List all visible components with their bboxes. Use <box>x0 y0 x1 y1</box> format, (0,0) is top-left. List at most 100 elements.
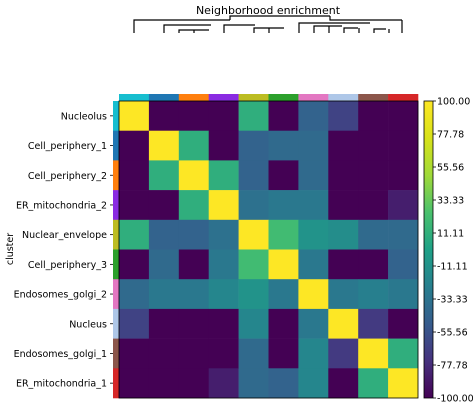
heatmap-cell <box>298 338 329 369</box>
heatmap-cell <box>328 368 359 399</box>
dendrogram-branch <box>223 24 255 33</box>
heatmap-cell <box>328 101 359 131</box>
heatmap-cell <box>388 249 419 280</box>
heatmap-cell <box>238 130 269 161</box>
column-dendrogram <box>133 15 403 33</box>
column-cluster-color <box>388 94 419 101</box>
column-cluster-color <box>358 94 389 101</box>
heatmap-cell <box>358 190 389 221</box>
heatmap-cell <box>388 368 419 399</box>
colorbar-tick-label: 33.33 <box>437 196 464 207</box>
heatmap-cell <box>148 368 180 399</box>
heatmap-cell <box>208 249 239 280</box>
column-cluster-color <box>178 94 209 101</box>
heatmap-cell <box>148 101 180 131</box>
colorbar-tick-label: -100.00 <box>437 394 474 405</box>
heatmap-cell <box>178 338 209 369</box>
heatmap-cell <box>178 130 209 161</box>
heatmap-cell <box>358 279 389 310</box>
row-label: ER_mitochondria_2 <box>16 200 107 211</box>
heatmap-cell <box>268 130 299 161</box>
heatmap-cell <box>148 338 180 369</box>
dendrogram-branch <box>298 22 370 33</box>
column-cluster-color <box>208 94 239 101</box>
heatmap-cell <box>268 249 299 280</box>
heatmap-cell <box>358 368 389 399</box>
heatmap-frame <box>118 100 419 399</box>
heatmap-cell <box>388 190 419 221</box>
colorbar-tick-label: 100.00 <box>437 97 470 108</box>
row-label: ER_mitochondria_1 <box>16 379 107 390</box>
row-cluster-color <box>113 368 119 399</box>
heatmap-cell <box>178 160 209 191</box>
dendrogram-branch <box>373 28 386 33</box>
heatmap-cell <box>298 101 329 131</box>
heatmap-cell <box>388 160 419 191</box>
row-label: Nucleolus <box>61 111 107 122</box>
heatmap-cell <box>238 338 269 369</box>
heatmap-cell <box>388 219 419 250</box>
heatmap-cell <box>328 308 359 339</box>
heatmap-cell <box>119 101 150 131</box>
heatmap-cell <box>178 219 209 250</box>
column-cluster-color <box>298 94 329 101</box>
row-cluster-color <box>113 190 119 221</box>
heatmap-cell <box>119 249 150 280</box>
heatmap-cell <box>208 190 239 221</box>
row-cluster-color <box>113 160 119 191</box>
heatmap-cell <box>148 279 180 310</box>
dendrogram-branch <box>133 19 230 33</box>
heatmap-cell <box>298 368 329 399</box>
heatmap-cell <box>388 338 419 369</box>
heatmap-cell <box>208 101 239 131</box>
row-label: Endosomes_golgi_2 <box>14 290 107 301</box>
heatmap-cell <box>298 308 329 339</box>
heatmap-cell <box>358 130 389 161</box>
dendrogram-branch <box>313 25 342 33</box>
dendrogram-branch <box>253 27 284 33</box>
column-cluster-color <box>238 94 269 101</box>
heatmap-cell <box>328 279 359 310</box>
colorbar-tick-label: 55.56 <box>437 163 464 174</box>
column-cluster-color <box>268 94 299 101</box>
heatmap-cell <box>298 130 329 161</box>
heatmap-cell <box>119 338 150 369</box>
heatmap-cell <box>268 368 299 399</box>
row-label: Nuclear_envelope <box>22 230 107 241</box>
row-cluster-color <box>113 338 119 369</box>
heatmap-cell <box>208 338 239 369</box>
heatmap-cell <box>119 219 150 250</box>
colorbar-tick-label: -77.78 <box>437 361 468 372</box>
heatmap-cell <box>268 160 299 191</box>
heatmap-cell <box>178 249 209 280</box>
colorbar-ticks: 100.00 77.78 55.56 33.33 11.11 -11.11 -33.33 -5… <box>433 97 474 405</box>
heatmap-cell <box>178 101 209 131</box>
dendrogram-branch <box>329 16 402 21</box>
heatmap-cell <box>148 130 180 161</box>
colorbar-tick-label: -11.11 <box>437 262 468 273</box>
heatmap-cell <box>328 190 359 221</box>
row-labels: Nucleolus Cell_periphery_1 Cell_periphery_… <box>14 111 113 390</box>
dendrogram-branch <box>343 27 358 33</box>
heatmap-cell <box>208 160 239 191</box>
heatmap-cell <box>119 368 150 399</box>
heatmap-cell <box>208 219 239 250</box>
column-cluster-color <box>328 94 359 101</box>
heatmap-cell <box>388 101 419 131</box>
heatmap-cell <box>178 308 209 339</box>
heatmap-cell <box>298 249 329 280</box>
heatmap-cell <box>328 130 359 161</box>
column-cluster-color-bar <box>119 94 419 101</box>
colorbar-tick-label: 77.78 <box>437 130 464 141</box>
heatmap-cell <box>238 368 269 399</box>
heatmap-cell <box>178 190 209 221</box>
row-label: Cell_periphery_2 <box>28 171 107 182</box>
row-cluster-color <box>113 219 119 250</box>
heatmap-cell <box>268 279 299 310</box>
heatmap-cell <box>238 190 269 221</box>
heatmap-cell <box>148 308 180 339</box>
heatmap-cell <box>358 219 389 250</box>
heatmap-cell <box>119 190 150 221</box>
row-cluster-color <box>113 249 119 280</box>
